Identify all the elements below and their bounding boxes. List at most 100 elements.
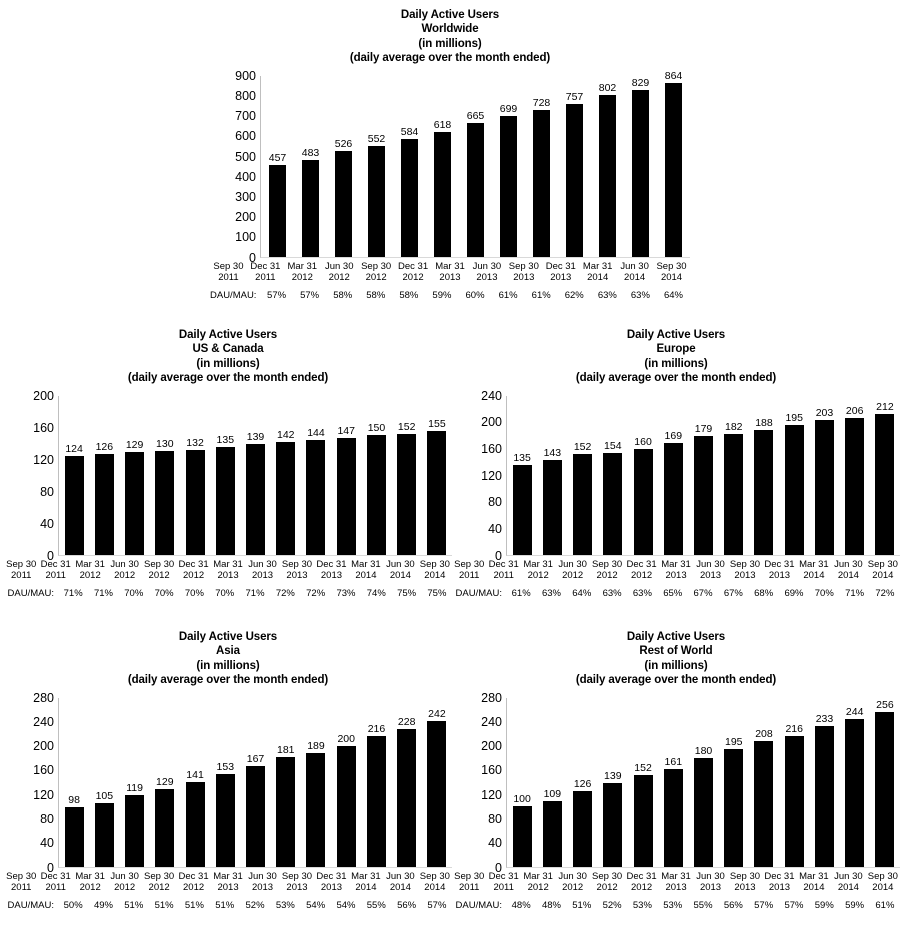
x-axis-label-line: 2011: [45, 570, 66, 582]
x-axis-label: Jun 30 2012: [107, 871, 141, 894]
dau-mau-value: 58%: [399, 289, 419, 301]
dau-mau-value: 65%: [663, 587, 683, 599]
x-axis-label-line: Mar 31: [75, 558, 105, 570]
bar: 757: [566, 91, 583, 257]
bar-series-us-canada: 124 126 129 130 132 135 139 142 144 147 150 152 155: [59, 396, 452, 555]
bar-value-label: 141: [186, 768, 204, 781]
dau-mau-value: 53%: [663, 899, 683, 911]
y-axis-tick: 0: [249, 250, 256, 265]
dau-mau-value: 61%: [498, 289, 518, 301]
bar-value-label: 139: [604, 769, 622, 782]
chart-title-us-canada: Daily Active Users US & Canada (in million…: [4, 328, 452, 386]
y-axis-tick: 80: [40, 484, 54, 499]
x-axis-label-line: Dec 31: [178, 870, 209, 882]
bar: 105: [94, 790, 114, 867]
bar: 195: [784, 412, 804, 555]
dau-mau-value: 49%: [93, 899, 113, 911]
x-axis-label-line: 2013: [513, 272, 535, 284]
y-axis-tick: 120: [481, 787, 502, 802]
bar-slot: 154: [598, 396, 628, 555]
x-axis-label-line: 2011: [255, 272, 276, 284]
dau-mau-value: 74%: [366, 587, 386, 599]
dau-mau-row-us-canada: DAU/MAU: 71% 71% 70% 70% 70% 70% 71% 72% 72% 73% 7…: [4, 588, 452, 600]
bar-value-label: 584: [400, 126, 419, 139]
bar: 147: [336, 425, 356, 555]
bar: 135: [215, 434, 235, 555]
bar-slot: 195: [719, 698, 749, 867]
dau-mau-value: 57%: [754, 899, 774, 911]
bar: 135: [512, 452, 532, 555]
bar: 100: [512, 793, 532, 867]
dau-mau-value: 71%: [245, 587, 265, 599]
x-axis-label-line: 2013: [699, 882, 722, 894]
x-axis-label-line: 2014: [837, 882, 859, 894]
bar-slot: 206: [840, 396, 870, 555]
bar-slot: 155: [422, 396, 452, 555]
x-axis-label: Jun 30 2012: [321, 261, 358, 284]
bar: 161: [663, 756, 683, 867]
y-axis-us-canada: 0 40 80 120 160 200: [4, 389, 58, 561]
chart-title-line-2: (in millions): [196, 659, 260, 672]
x-axis-label-line: 2012: [402, 272, 424, 284]
chart-title-line-3: (daily average over the month ended): [575, 372, 777, 385]
x-axis-label-line: Mar 31: [351, 558, 381, 570]
x-axis-label-line: Mar 31: [799, 870, 829, 882]
x-axis-label-line: 2014: [803, 570, 825, 582]
x-axis-label-line: Jun 30: [558, 870, 587, 882]
bar-value-label: 169: [664, 429, 683, 442]
bar: 160: [633, 436, 653, 555]
y-axis-tick: 200: [481, 738, 502, 753]
bar-series-asia: 98 105 119 129 141 153 167 181 189 200 216 228 242: [59, 698, 452, 867]
bar-slot: 864: [657, 70, 690, 257]
bar-slot: 132: [180, 396, 210, 555]
x-axis-label: Sep 30 2012: [142, 559, 176, 582]
dau-mau-caption: DAU/MAU:: [210, 289, 257, 301]
x-axis-label: Sep 30 2014: [866, 871, 900, 894]
x-axis-labels-europe: Sep 30 2011 Dec 31 2011 Mar 31 2012 Jun 30 2012…: [452, 559, 900, 582]
bar-slot: 203: [809, 396, 839, 555]
bar-slot: 195: [779, 396, 809, 555]
plot-wrap-asia: 0 40 80 120 160 200 240 280 98 105 119 129 141 153 16…: [4, 691, 452, 873]
y-axis-tick: 900: [235, 68, 256, 83]
bar: 141: [185, 769, 205, 867]
dau-mau-value: 53%: [632, 899, 652, 911]
x-axis-label-line: Sep 30: [281, 870, 313, 882]
bar: 665: [467, 110, 484, 257]
x-axis-label: Mar 31 2014: [579, 261, 616, 284]
x-axis-label: Dec 31 2011: [486, 871, 520, 894]
dau-mau-row-rest-of-world: DAU/MAU: 48% 48% 51% 52% 53% 53% 55% 56% 57% 57% 5…: [452, 900, 900, 912]
bar-value-label: 526: [334, 137, 353, 150]
bar-value-label: 109: [543, 787, 562, 800]
bar: 208: [754, 728, 774, 867]
x-axis-label-line: Dec 31: [316, 558, 347, 570]
dau-mau-value: 68%: [754, 587, 774, 599]
bar-value-label: 757: [565, 91, 584, 104]
bar-slot: 829: [624, 76, 657, 257]
bar-value-label: 195: [724, 735, 743, 748]
y-axis-europe: 0 40 80 120 160 200 240: [452, 389, 506, 561]
y-axis-tick: 0: [47, 860, 54, 875]
x-axis-label-line: 2011: [493, 570, 514, 582]
bar-slot: 152: [628, 698, 658, 867]
x-axis-label-line: Sep 30: [361, 260, 392, 272]
bar: 526: [335, 138, 352, 257]
bar-value-label: 132: [186, 436, 204, 449]
bar: 126: [94, 441, 114, 555]
bar-value-label: 802: [598, 82, 617, 95]
bar-slot: 208: [749, 698, 779, 867]
bar-slot: 216: [361, 698, 391, 867]
bar-value-label: 119: [126, 781, 143, 794]
dau-mau-value: 48%: [541, 899, 561, 911]
bar: 829: [632, 77, 649, 257]
chart-title-line-0: Daily Active Users: [178, 631, 278, 643]
bar: 179: [694, 423, 714, 555]
x-axis-label: Mar 31 2014: [349, 871, 383, 894]
dau-mau-value: 59%: [432, 289, 452, 301]
chart-title-line-0: Daily Active Users: [400, 9, 500, 21]
x-axis-label: Jun 30 2012: [555, 559, 589, 582]
bar: 167: [246, 753, 266, 867]
bar-value-label: 864: [664, 69, 683, 82]
bar-slot: 153: [210, 698, 240, 867]
x-axis-label-line: Dec 31: [626, 558, 657, 570]
x-axis-label: Dec 31 2012: [624, 871, 658, 894]
